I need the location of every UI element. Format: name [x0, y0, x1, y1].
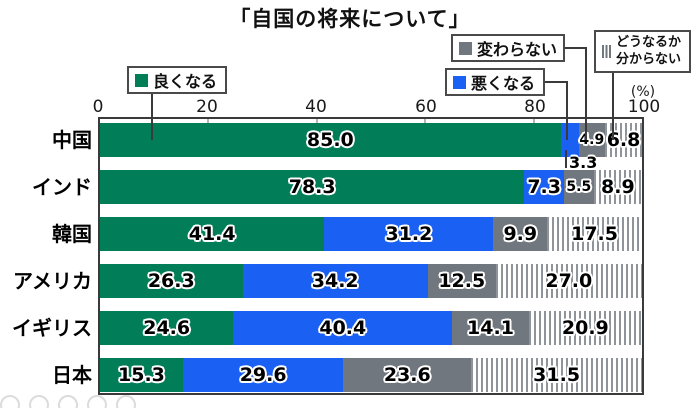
- bar-segment-better: 78.3: [100, 170, 525, 204]
- value-label: 34.2: [311, 270, 359, 292]
- bar-row-india: 78.3 7.3 5.5 8.9: [100, 170, 642, 204]
- plot-area: 85.0 4.9 6.8 78.3 7.3 5.5 8.9 41.4 31.2 …: [98, 117, 644, 395]
- value-label: 14.1: [467, 317, 514, 339]
- watermark-circle: [87, 395, 107, 408]
- value-label-china-worse: 3.3: [569, 153, 598, 172]
- value-label: 31.2: [385, 223, 433, 245]
- watermark-circle: [116, 395, 136, 408]
- value-label: 31.5: [533, 364, 581, 386]
- value-label: 12.5: [438, 270, 486, 292]
- bar-segment-unknown: 8.9: [593, 170, 642, 204]
- value-label: 5.5: [566, 179, 592, 195]
- bar-segment-unknown: 17.5: [547, 217, 642, 251]
- legend-swatch-better: [135, 73, 148, 87]
- value-label: 6.8: [606, 129, 641, 151]
- legend-line-same-h: [563, 47, 587, 49]
- bar-segment-unknown: 6.8: [605, 123, 642, 157]
- x-tick-40: 40: [305, 97, 327, 117]
- legend-label-unknown: どうなるか 分からない: [616, 34, 682, 67]
- bar-segment-unknown: 20.9: [528, 311, 642, 345]
- x-tick-0: 0: [92, 97, 104, 117]
- legend-line-same-v: [585, 47, 587, 140]
- value-label: 17.5: [571, 223, 618, 245]
- bar-segment-worse: [560, 123, 579, 157]
- legend-swatch-same: [459, 41, 472, 55]
- legend-label-better: 良くなる: [153, 72, 218, 91]
- value-label: 4.9: [579, 132, 605, 148]
- value-label: 7.3: [527, 176, 561, 198]
- bar-segment-unknown: 31.5: [471, 358, 642, 392]
- value-label: 20.9: [561, 317, 609, 339]
- bar-row-korea: 41.4 31.2 9.9 17.5: [100, 217, 642, 251]
- legend-item-worse: 悪くなる: [445, 68, 545, 96]
- bar-segment-better: 85.0: [100, 123, 561, 157]
- value-label: 26.3: [147, 270, 195, 292]
- bar-segment-worse: 34.2: [242, 264, 428, 298]
- bar-segment-same: 12.5: [427, 264, 496, 298]
- value-label: 85.0: [306, 129, 354, 151]
- bar-segment-same: 23.6: [343, 358, 472, 392]
- value-label: 8.9: [601, 176, 635, 198]
- legend-line-unknown: [612, 71, 614, 140]
- callout-line-china-worse: [565, 150, 567, 168]
- category-label-china: 中国: [52, 128, 92, 152]
- legend-item-unknown: どうなるか 分からない: [594, 30, 691, 73]
- legend-line-worse-v: [566, 81, 568, 140]
- bar-row-china: 85.0 4.9 6.8: [100, 123, 642, 157]
- bar-segment-same: 9.9: [493, 217, 548, 251]
- value-label: 9.9: [503, 223, 538, 245]
- value-label: 27.0: [545, 270, 593, 292]
- bar-row-japan: 15.3 29.6 23.6 31.5: [100, 358, 642, 392]
- bar-segment-better: 41.4: [100, 217, 325, 251]
- value-label: 40.4: [319, 317, 367, 339]
- value-label: 23.6: [383, 364, 431, 386]
- legend-item-same: 変わらない: [451, 34, 565, 62]
- bar-segment-better: 24.6: [100, 311, 234, 345]
- percent-unit-label: (%): [630, 84, 656, 100]
- legend-swatch-unknown: [602, 45, 611, 58]
- bar-segment-same: 14.1: [452, 311, 529, 345]
- bar-segment-same: 5.5: [563, 170, 594, 204]
- value-label: 29.6: [239, 364, 287, 386]
- bar-segment-same: 4.9: [578, 123, 606, 157]
- bar-segment-worse: 31.2: [324, 217, 494, 251]
- value-label: 15.3: [118, 364, 165, 386]
- bar-segment-worse: 7.3: [524, 170, 564, 204]
- axis-tick-mark-20: [207, 119, 210, 126]
- legend-line-better: [151, 94, 153, 140]
- bar-row-usa: 26.3 34.2 12.5 27.0: [100, 264, 642, 298]
- category-label-india: インド: [32, 175, 92, 199]
- bar-row-uk: 24.6 40.4 14.1 20.9: [100, 311, 642, 345]
- watermark-circle: [58, 395, 78, 408]
- bar-segment-unknown: 27.0: [495, 264, 642, 298]
- watermark-circle: [29, 395, 49, 408]
- axis-tick-mark-80: [532, 119, 535, 126]
- chart-title: 「自国の将来について」: [229, 7, 471, 31]
- axis-tick-mark-40: [315, 119, 318, 126]
- category-label-usa: アメリカ: [13, 269, 92, 293]
- axis-tick-mark-60: [424, 119, 427, 126]
- legend-line-worse-h: [543, 81, 568, 83]
- category-label-uk: イギリス: [12, 316, 92, 340]
- bar-segment-worse: 40.4: [233, 311, 453, 345]
- bar-segment-worse: 29.6: [182, 358, 344, 392]
- legend-label-same: 変わらない: [477, 40, 558, 59]
- value-label: 78.3: [288, 176, 336, 198]
- category-label-korea: 韓国: [52, 222, 92, 246]
- x-tick-80: 80: [524, 97, 546, 117]
- legend-label-worse: 悪くなる: [471, 74, 536, 93]
- bar-segment-better: 15.3: [100, 358, 183, 392]
- watermark-circle: [0, 395, 20, 408]
- x-tick-60: 60: [415, 97, 437, 117]
- legend-item-better: 良くなる: [127, 66, 227, 94]
- value-label: 41.4: [188, 223, 236, 245]
- x-tick-100: 100: [627, 97, 661, 117]
- bar-segment-better: 26.3: [100, 264, 243, 298]
- legend-swatch-worse: [453, 75, 466, 89]
- value-label: 24.6: [143, 317, 191, 339]
- category-label-japan: 日本: [52, 363, 92, 387]
- x-tick-20: 20: [196, 97, 218, 117]
